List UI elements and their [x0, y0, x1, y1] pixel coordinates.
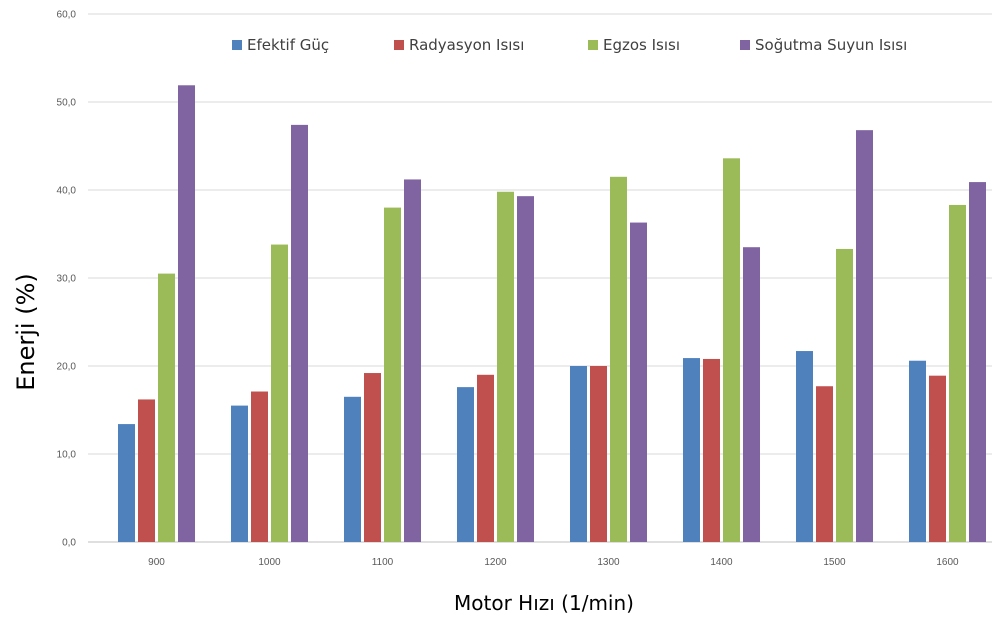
- y-tick-label: 0,0: [62, 538, 76, 549]
- bar: [457, 387, 474, 542]
- bar: [344, 396, 361, 542]
- x-tick-label: 1600: [936, 557, 959, 568]
- bar: [158, 273, 175, 542]
- x-tick-label: 1500: [823, 557, 846, 568]
- y-tick-label: 10,0: [57, 450, 77, 461]
- x-tick-label: 1100: [372, 557, 394, 568]
- y-axis-ticks: 0,0 10,0 20,0 30,0 40,0 50,0 60,0: [57, 10, 77, 549]
- bar: [291, 124, 308, 542]
- legend-swatch: [588, 40, 598, 50]
- legend-swatch: [232, 40, 242, 50]
- y-tick-label: 40,0: [57, 186, 77, 197]
- x-tick-label: 1300: [597, 557, 620, 568]
- bar: [796, 351, 813, 542]
- bar: [497, 191, 514, 542]
- bar: [570, 366, 587, 542]
- bar: [384, 207, 401, 542]
- bar: [683, 358, 700, 542]
- x-tick-label: 1400: [710, 557, 733, 568]
- legend-label: Soğutma Suyun Isısı: [755, 36, 907, 54]
- y-tick-label: 50,0: [57, 98, 77, 109]
- bar: [929, 375, 946, 542]
- y-axis-title: Enerji (%): [12, 273, 40, 391]
- legend-label: Radyasyon Isısı: [409, 36, 524, 54]
- bar: [404, 179, 421, 542]
- bar: [118, 424, 135, 542]
- y-tick-label: 60,0: [57, 10, 77, 21]
- legend-swatch: [740, 40, 750, 50]
- bar: [590, 366, 607, 542]
- bar: [816, 386, 833, 542]
- legend-label: Efektif Güç: [247, 36, 329, 54]
- bar: [949, 204, 966, 542]
- bars: [118, 85, 986, 543]
- bar: [251, 391, 268, 542]
- bar: [909, 360, 926, 542]
- bar: [231, 405, 248, 542]
- bar: [723, 158, 740, 542]
- legend-swatch: [394, 40, 404, 50]
- legend-label: Egzos Isısı: [603, 36, 680, 54]
- bar: [703, 358, 720, 542]
- y-tick-label: 30,0: [57, 274, 77, 285]
- x-tick-label: 1200: [484, 557, 507, 568]
- legend: Efektif Güç Radyasyon Isısı Egzos Isısı Soğ…: [232, 36, 907, 54]
- bar: [178, 85, 195, 542]
- bar: [271, 244, 288, 542]
- bar: [743, 247, 760, 542]
- bar: [517, 196, 534, 542]
- bar: [364, 373, 381, 542]
- x-axis-title: Motor Hızı (1/min): [454, 591, 634, 615]
- bar: [836, 248, 853, 542]
- bar: [969, 182, 986, 542]
- bar: [477, 374, 494, 542]
- y-tick-label: 20,0: [57, 362, 77, 373]
- x-axis-ticks: 900 1000 1100 1200 1300 1400 1500 1600: [148, 557, 959, 568]
- bar: [610, 176, 627, 543]
- bar: [630, 222, 647, 542]
- bar: [856, 130, 873, 542]
- x-tick-label: 1000: [258, 557, 281, 568]
- bar: [138, 399, 155, 542]
- x-tick-label: 900: [148, 557, 165, 568]
